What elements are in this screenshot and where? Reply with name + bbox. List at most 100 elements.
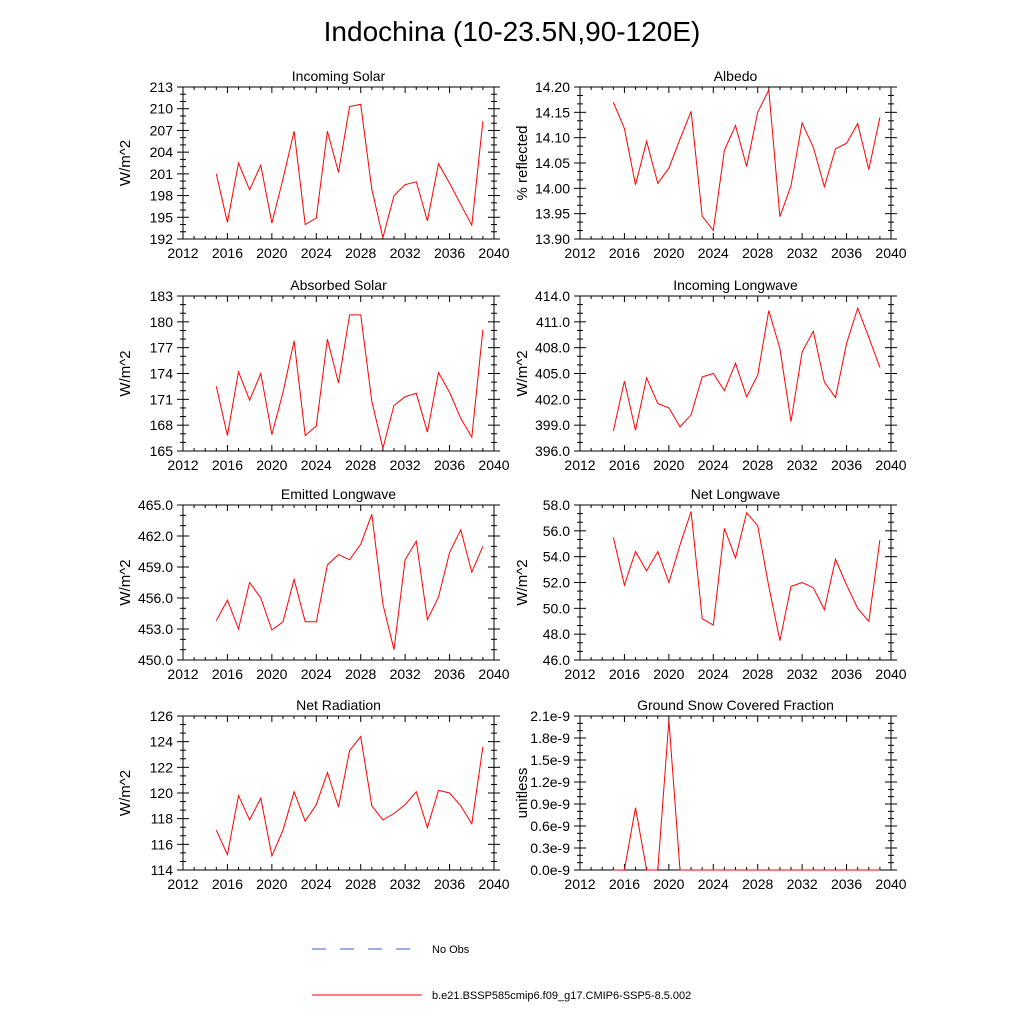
x-tick-label: 2032 [787,876,818,892]
y-tick-label: 1.5e-9 [530,752,570,768]
y-tick-label: 14.20 [535,79,570,95]
y-tick-label: 180 [150,314,174,330]
x-tick-label: 2036 [831,457,862,473]
series-line [215,314,484,449]
x-tick-label: 2016 [609,457,640,473]
x-tick-label: 2020 [653,457,684,473]
x-tick-label: 2040 [875,457,906,473]
panel-3: Absorbed Solar W/m^2 2012 2016 2020 2024 2028 2… [117,277,510,473]
series-line [613,720,880,871]
x-tick-label: 2020 [256,245,287,261]
series-line [612,88,881,232]
y-tick-label: 207 [150,122,174,138]
x-tick-label: 2012 [167,666,198,682]
panel-title: Absorbed Solar [290,277,387,293]
y-tick-label: 174 [150,366,174,382]
y-tick-label: 408.0 [535,340,570,356]
series-line [215,103,484,238]
panel-title: Net Radiation [296,697,381,713]
y-tick-label: 198 [150,188,174,204]
x-tick-label: 2032 [390,666,421,682]
y-tick-label: 13.95 [535,206,570,222]
x-tick-label: 2028 [742,876,773,892]
x-tick-label: 2036 [831,666,862,682]
y-tick-label: 1.2e-9 [530,774,570,790]
y-tick-label: 168 [150,417,174,433]
x-tick-label: 2024 [301,457,332,473]
x-tick-label: 2036 [434,245,465,261]
y-tick-label: 116 [151,836,174,852]
y-tick-label: 0.3e-9 [530,840,570,856]
x-tick-label: 2040 [478,245,509,261]
x-tick-label: 2020 [256,457,287,473]
y-tick-label: 195 [150,209,174,225]
series-line [215,735,484,858]
x-tick-label: 2032 [390,876,421,892]
x-tick-label: 2040 [875,666,906,682]
x-tick-label: 2036 [831,245,862,261]
plot-frame [579,504,892,661]
x-tick-label: 2024 [301,245,332,261]
x-tick-label: 2028 [345,876,376,892]
figure-title: Indochina (10-23.5N,90-120E) [324,16,701,47]
x-tick-label: 2036 [434,666,465,682]
x-tick-label: 2024 [301,876,332,892]
y-tick-label: 411.0 [536,314,570,330]
x-tick-label: 2032 [390,245,421,261]
y-tick-label: 14.15 [535,104,570,120]
y-tick-label: 462.0 [138,528,173,544]
y-tick-label: 58.0 [543,497,570,513]
y-tick-label: 465.0 [138,497,173,513]
y-axis-label: W/m^2 [514,350,531,396]
legend: No Obs b.e21.BSSP585cmip6.f09_g17.CMIP6-… [312,944,691,1002]
x-tick-label: 2024 [698,457,729,473]
y-tick-label: 2.1e-9 [530,708,570,724]
panel-title: Incoming Longwave [673,277,798,293]
plot-frame [579,295,892,452]
y-tick-label: 114 [151,862,174,878]
y-tick-label: 0.9e-9 [530,796,570,812]
x-tick-label: 2012 [167,876,198,892]
y-axis-label: W/m^2 [117,140,134,186]
x-tick-label: 2016 [609,666,640,682]
x-tick-label: 2028 [345,666,376,682]
panel-6: Net Longwave W/m^2 2012 2016 2020 2024 2028 203… [514,486,907,682]
x-tick-label: 2012 [167,245,198,261]
y-tick-label: 46.0 [543,652,570,668]
x-tick-label: 2020 [256,666,287,682]
y-tick-label: 402.0 [535,391,570,407]
x-tick-label: 2016 [212,457,243,473]
x-tick-label: 2020 [256,876,287,892]
y-tick-label: 453.0 [138,621,173,637]
x-tick-label: 2020 [653,876,684,892]
panel-8: Ground Snow Covered Fraction unitless 2012… [514,697,907,892]
panel-1: Incoming Solar W/m^2 2012 2016 2020 2024 2028 2… [117,68,510,261]
y-tick-label: 210 [150,101,174,117]
y-tick-label: 171 [150,391,174,407]
x-tick-label: 2016 [212,245,243,261]
series-line [612,306,881,432]
y-tick-label: 450.0 [138,652,173,668]
y-tick-label: 213 [150,79,174,95]
x-tick-label: 2036 [434,457,465,473]
y-tick-label: 48.0 [543,626,570,642]
y-axis-label: W/m^2 [117,350,134,396]
panel-title: Emitted Longwave [281,486,396,502]
y-axis-label: % reflected [514,125,531,200]
x-tick-label: 2024 [301,666,332,682]
panel-title: Net Longwave [691,486,781,502]
y-tick-label: 0.0e-9 [530,862,570,878]
y-tick-label: 204 [150,144,174,160]
plot-frame [579,86,892,240]
y-tick-label: 120 [150,785,174,801]
y-tick-label: 201 [150,166,174,182]
x-tick-label: 2036 [831,876,862,892]
x-tick-label: 2040 [478,666,509,682]
y-tick-label: 14.05 [535,155,570,171]
legend-model-label: b.e21.BSSP585cmip6.f09_g17.CMIP6-SSP5-8.… [432,990,691,1002]
y-tick-label: 459.0 [138,559,173,575]
y-tick-label: 0.6e-9 [530,818,570,834]
y-tick-label: 414.0 [535,288,570,304]
y-axis-label: W/m^2 [117,770,134,816]
